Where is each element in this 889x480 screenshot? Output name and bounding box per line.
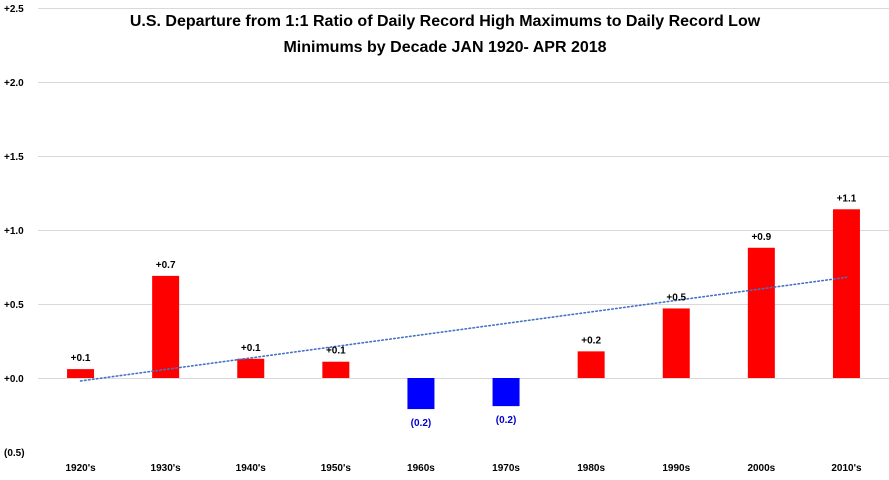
bar [407,378,435,410]
bar [322,361,350,378]
bar [832,209,860,378]
data-label: +0.5 [666,292,686,303]
data-label: +0.1 [241,343,261,354]
x-tick-label: 2000s [747,463,775,474]
y-tick-label: +2.5 [4,4,24,15]
x-tick-label: 1990s [662,463,690,474]
bar [67,369,95,378]
chart-title-line-2: Minimums by Decade JAN 1920- APR 2018 [283,39,606,56]
x-axis-ticks: 1920's 1930's 1940's 1950's 1960s 1970s 1980s 1… [65,463,862,474]
y-tick-label: (0.5) [4,448,25,459]
gridlines [38,8,889,379]
data-label: +0.9 [751,232,771,243]
y-tick-label: +0.0 [4,374,24,385]
trendline-layer [79,276,848,382]
y-tick-label: +0.5 [4,300,24,311]
x-tick-label: 1950's [321,463,352,474]
data-label: (0.2) [411,418,432,429]
x-tick-label: 1970s [492,463,520,474]
y-tick-label: +1.5 [4,152,24,163]
bar [152,275,180,378]
data-label: (0.2) [496,415,517,426]
x-tick-label: 2010's [831,463,862,474]
data-label: +0.2 [581,335,601,346]
bar [747,247,775,378]
x-tick-label: 1930's [151,463,182,474]
x-tick-label: 1980s [577,463,605,474]
x-tick-label: 1940's [236,463,267,474]
y-axis-ticks: (0.5) +0.0 +0.5 +1.0 +1.5 +2.0 +2.5 [4,4,25,459]
bar [237,358,265,378]
x-tick-label: 1960s [407,463,435,474]
bar [577,351,605,378]
bar [662,308,690,378]
y-tick-label: +2.0 [4,78,24,89]
data-label: +0.1 [71,353,91,364]
data-labels: +0.1 +0.7 +0.1 +0.1 (0.2) (0.2) +0.2 +0.5 +0.9 +1… [71,193,857,429]
data-label: +1.1 [837,193,857,204]
x-tick-label: 1920's [65,463,96,474]
bar [492,378,520,407]
trendline [79,276,848,382]
bars [67,209,860,410]
chart-title-line-1: U.S. Departure from 1:1 Ratio of Daily R… [130,13,761,30]
data-label: +0.1 [326,346,346,357]
data-label: +0.7 [156,260,176,271]
y-tick-label: +1.0 [4,226,24,237]
